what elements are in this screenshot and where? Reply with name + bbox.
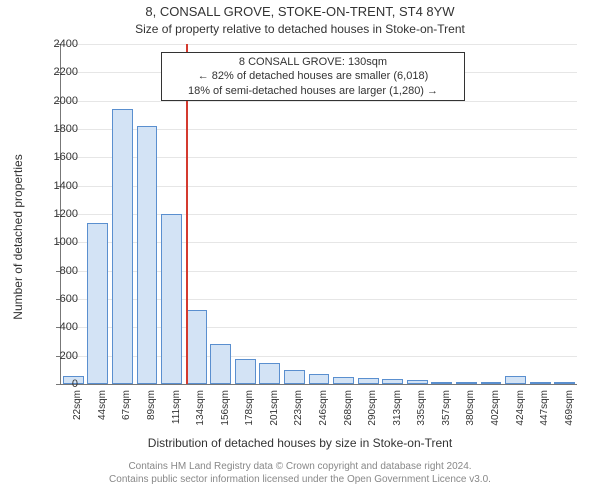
y-tick-mark xyxy=(56,186,60,187)
y-tick-mark xyxy=(56,157,60,158)
histogram-bar xyxy=(456,382,477,384)
x-tick-label: 178sqm xyxy=(244,390,255,440)
histogram-bar xyxy=(235,359,256,385)
x-tick-label: 357sqm xyxy=(441,390,452,440)
annotation-box: 8 CONSALL GROVE: 130sqm← 82% of detached… xyxy=(161,52,465,101)
x-axis-label: Distribution of detached houses by size … xyxy=(0,436,600,450)
plot-area: 8 CONSALL GROVE: 130sqm← 82% of detached… xyxy=(60,44,577,385)
attribution-line2: Contains public sector information licen… xyxy=(0,473,600,486)
histogram-bar xyxy=(481,382,502,384)
histogram-bar xyxy=(382,379,403,384)
x-tick-label: 89sqm xyxy=(146,390,157,440)
y-tick-mark xyxy=(56,242,60,243)
histogram-bar xyxy=(210,344,231,384)
histogram-bar xyxy=(530,382,551,384)
x-tick-label: 447sqm xyxy=(539,390,550,440)
chart-container: 8, CONSALL GROVE, STOKE-ON-TRENT, ST4 8Y… xyxy=(0,0,600,500)
x-tick-label: 201sqm xyxy=(269,390,280,440)
histogram-bar xyxy=(431,382,452,384)
x-tick-label: 268sqm xyxy=(343,390,354,440)
chart-title-line2: Size of property relative to detached ho… xyxy=(0,22,600,36)
annotation-line3: 18% of semi-detached houses are larger (… xyxy=(168,84,458,98)
annotation-line2: ← 82% of detached houses are smaller (6,… xyxy=(168,69,458,83)
x-tick-label: 22sqm xyxy=(72,390,83,440)
y-tick-mark xyxy=(56,72,60,73)
histogram-bar xyxy=(505,376,526,385)
histogram-bar xyxy=(186,310,207,384)
x-tick-label: 246sqm xyxy=(318,390,329,440)
attribution-line1: Contains HM Land Registry data © Crown c… xyxy=(0,460,600,473)
histogram-bar xyxy=(259,363,280,384)
annotation-line1: 8 CONSALL GROVE: 130sqm xyxy=(168,55,458,69)
histogram-bar xyxy=(112,109,133,384)
histogram-bar xyxy=(87,223,108,385)
y-tick-mark xyxy=(56,327,60,328)
x-tick-label: 313sqm xyxy=(392,390,403,440)
y-tick-mark xyxy=(56,44,60,45)
y-tick-mark xyxy=(56,271,60,272)
y-tick-mark xyxy=(56,384,60,385)
x-tick-label: 424sqm xyxy=(515,390,526,440)
y-tick-mark xyxy=(56,129,60,130)
x-tick-label: 44sqm xyxy=(97,390,108,440)
x-tick-label: 156sqm xyxy=(220,390,231,440)
x-tick-label: 469sqm xyxy=(564,390,575,440)
attribution-text: Contains HM Land Registry data © Crown c… xyxy=(0,460,600,486)
histogram-bar xyxy=(407,380,428,384)
chart-title-line1: 8, CONSALL GROVE, STOKE-ON-TRENT, ST4 8Y… xyxy=(0,4,600,19)
histogram-bar xyxy=(309,374,330,384)
x-tick-label: 223sqm xyxy=(293,390,304,440)
y-tick-mark xyxy=(56,299,60,300)
y-tick-mark xyxy=(56,214,60,215)
x-tick-label: 335sqm xyxy=(416,390,427,440)
x-tick-label: 111sqm xyxy=(171,390,182,440)
histogram-bar xyxy=(137,126,158,384)
y-tick-mark xyxy=(56,101,60,102)
histogram-bar xyxy=(284,370,305,384)
histogram-bar xyxy=(358,378,379,384)
histogram-bar xyxy=(554,382,575,384)
y-axis-label: Number of detached properties xyxy=(11,107,25,367)
x-tick-label: 67sqm xyxy=(121,390,132,440)
x-tick-label: 134sqm xyxy=(195,390,206,440)
histogram-bar xyxy=(161,214,182,384)
histogram-bar xyxy=(333,377,354,384)
x-tick-label: 402sqm xyxy=(490,390,501,440)
x-tick-label: 290sqm xyxy=(367,390,378,440)
x-tick-label: 380sqm xyxy=(465,390,476,440)
y-tick-mark xyxy=(56,356,60,357)
